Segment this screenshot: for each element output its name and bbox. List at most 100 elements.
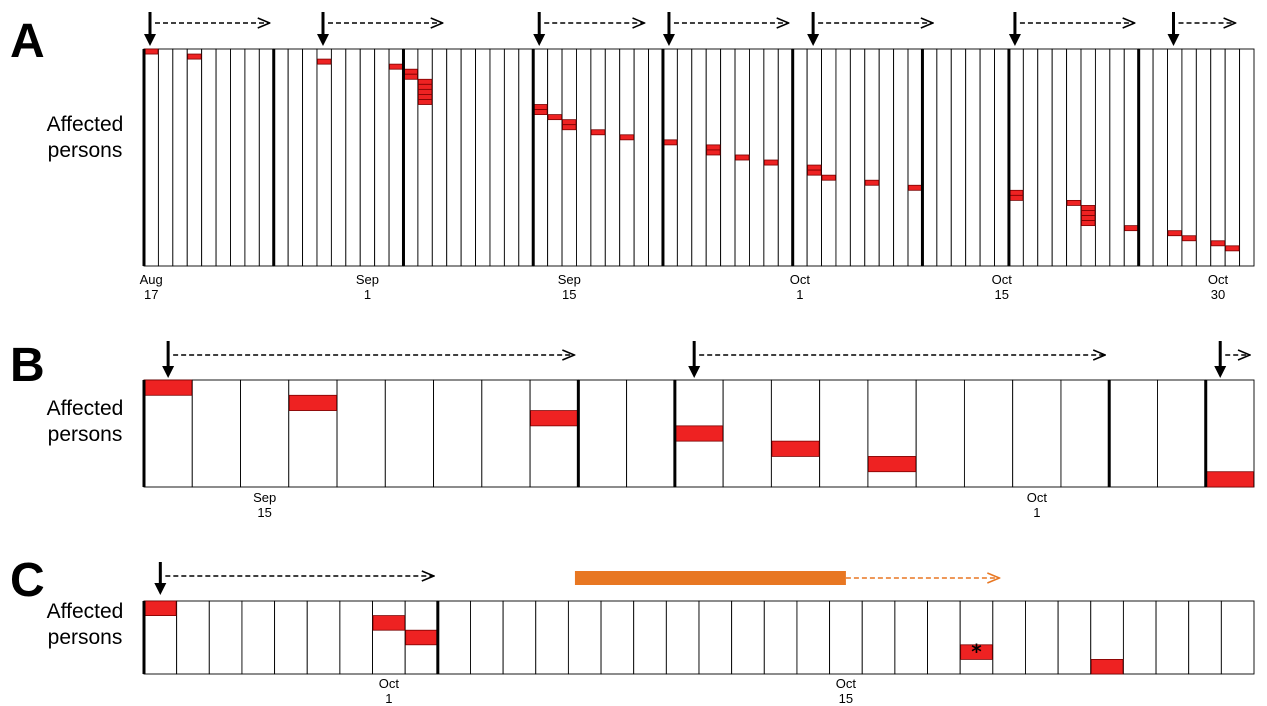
day-cell <box>1195 48 1212 267</box>
day-cell <box>1123 48 1140 267</box>
day-cell <box>633 600 667 675</box>
panel-c-x-ticks: Oct 1 Oct 15 <box>379 676 857 706</box>
treatment-period-bar <box>574 571 846 585</box>
case-mark <box>706 149 721 156</box>
day-cell <box>244 48 260 267</box>
day-cell <box>1122 600 1157 675</box>
panel-a-x-ticks: Aug 17 Sep 1 Sep 15 Oct 1 Oct 15 Oct 30 <box>140 272 1229 302</box>
day-cell <box>172 48 188 267</box>
case-mark <box>417 99 433 105</box>
case-mark <box>562 119 577 126</box>
day-cell <box>829 600 863 675</box>
intervention-arrowhead <box>1214 366 1227 378</box>
panel-b-ylabel: Affected persons <box>47 397 124 446</box>
case-mark <box>1225 245 1240 252</box>
day-cell <box>604 48 621 267</box>
x-tick-label: Aug 17 <box>140 272 163 302</box>
panel-a-letter: A <box>10 15 45 68</box>
day-cell <box>316 48 332 267</box>
intervention-marker <box>807 12 933 46</box>
x-tick-label: Sep 15 <box>558 272 581 302</box>
day-cell <box>819 379 869 488</box>
x-tick-label: Oct 15 <box>992 272 1013 302</box>
day-cell <box>287 48 304 267</box>
panel-b: B Affected persons Sep 15 Oct 1 <box>10 339 1255 520</box>
day-cell <box>503 48 520 267</box>
case-mark <box>735 154 750 161</box>
day-cell <box>302 48 318 267</box>
day-cell <box>915 379 965 488</box>
case-mark <box>417 88 433 95</box>
intervention-marker <box>316 12 443 46</box>
day-cell <box>1155 600 1190 675</box>
day-cell <box>950 48 967 267</box>
intervention-marker <box>662 12 789 46</box>
day-cell <box>835 48 851 267</box>
x-tick-label: Sep 1 <box>356 272 379 302</box>
case-mark <box>144 600 177 617</box>
day-cell <box>176 600 210 675</box>
case-marker-asterisk: * <box>971 639 982 663</box>
x-tick-label: Oct 1 <box>379 676 400 706</box>
day-cell <box>792 48 808 267</box>
day-cell <box>577 379 628 488</box>
case-mark <box>1090 659 1124 675</box>
day-cell <box>388 48 404 267</box>
intervention-marker <box>533 12 644 46</box>
day-cell <box>1239 48 1255 267</box>
day-cell <box>339 600 373 675</box>
day-cell <box>201 48 217 267</box>
panel-a-ylabel: Affected persons <box>47 113 124 162</box>
day-cell <box>274 600 308 675</box>
day-cell <box>927 600 961 675</box>
day-cell <box>502 600 537 675</box>
day-cell <box>864 48 880 267</box>
intervention-marker <box>154 562 434 595</box>
case-mark <box>389 63 404 70</box>
case-mark <box>144 379 193 396</box>
case-mark <box>663 139 678 146</box>
x-tick-label: Oct 1 <box>790 272 811 302</box>
day-cell <box>1109 48 1125 267</box>
case-mark <box>619 134 635 141</box>
day-cell <box>460 48 477 267</box>
day-cell <box>1066 48 1082 267</box>
day-cell <box>437 600 471 675</box>
case-mark <box>144 48 159 55</box>
panel-c-interventions <box>154 562 434 595</box>
intervention-arrowhead <box>316 34 329 46</box>
panel-c-case-series: * <box>144 600 1124 675</box>
case-mark <box>1081 220 1096 227</box>
day-cell <box>600 600 635 675</box>
intervention-marker <box>1008 12 1135 46</box>
intervention-arrowhead <box>533 34 546 46</box>
day-cell <box>907 48 923 267</box>
intervention-arrowhead <box>162 366 175 378</box>
day-cell <box>529 379 579 488</box>
day-cell <box>626 379 676 488</box>
day-cell <box>446 48 462 267</box>
day-cell <box>965 48 981 267</box>
day-cell <box>1181 48 1197 267</box>
case-mark <box>317 58 332 65</box>
panel-a-day-cells <box>143 48 1255 267</box>
day-cell <box>330 48 347 267</box>
panel-a: A Affected persons Aug 17 Sep 1 Sep 15 Oct 1 Oct 1… <box>10 12 1255 302</box>
case-mark <box>821 174 836 181</box>
case-mark <box>868 456 917 473</box>
day-cell <box>433 379 483 488</box>
case-mark <box>908 184 923 191</box>
panel-c-ylabel: Affected persons <box>47 600 124 649</box>
day-cell <box>143 48 159 267</box>
day-cell <box>936 48 952 267</box>
day-cell <box>849 48 866 267</box>
day-cell <box>705 48 722 267</box>
day-cell <box>215 48 231 267</box>
intervention-arrowhead <box>1008 34 1021 46</box>
case-mark <box>1009 194 1024 201</box>
day-cell <box>241 600 276 675</box>
day-cell <box>731 600 765 675</box>
panel-c-week-boundaries <box>142 601 440 674</box>
x-tick-label: Oct 1 <box>1027 490 1048 520</box>
panel-b-week-boundaries <box>142 380 1208 487</box>
